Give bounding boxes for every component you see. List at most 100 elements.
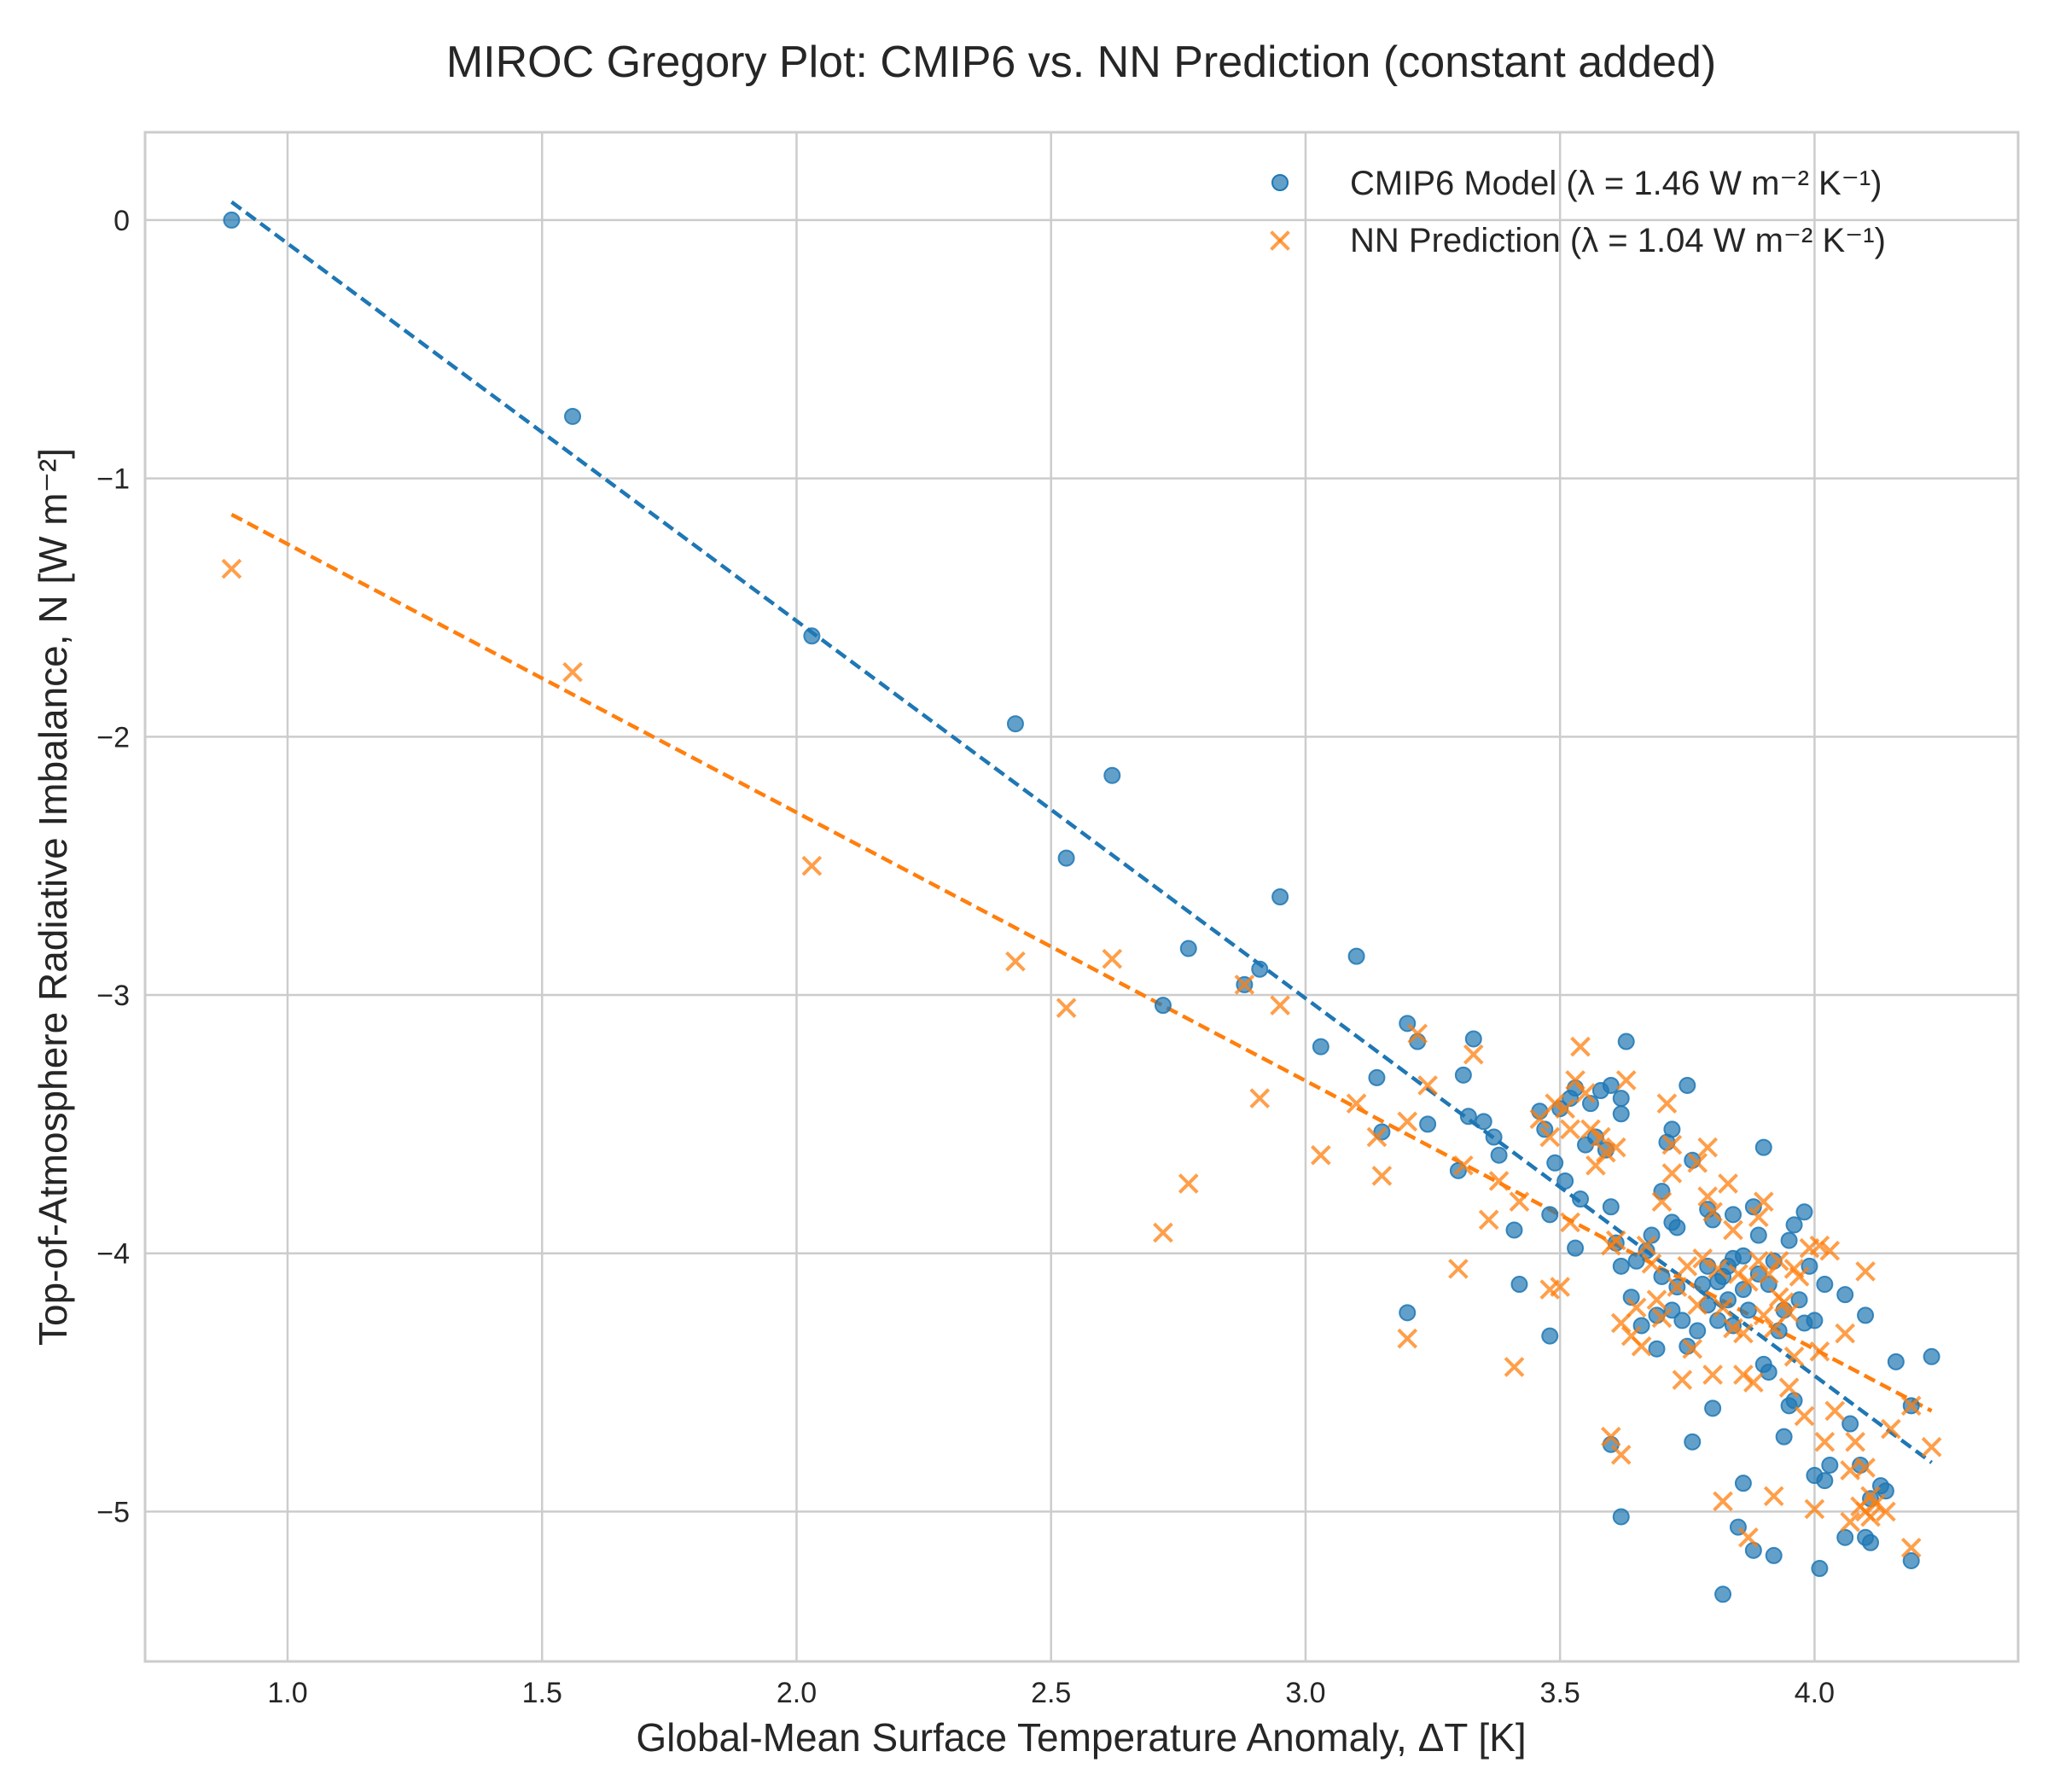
data-point: [1860, 1506, 1881, 1527]
data-point: [1733, 1364, 1754, 1385]
data-point: [1816, 1472, 1834, 1490]
data-point: [1610, 1312, 1632, 1334]
data-point: [1738, 1527, 1759, 1548]
data-point: [1743, 1372, 1764, 1393]
data-point: [1804, 1498, 1825, 1520]
y-tick-label: −2: [96, 721, 130, 753]
data-point: [1677, 1256, 1698, 1277]
data-point: [1539, 1126, 1561, 1148]
data-point: [1612, 1105, 1630, 1123]
data-point: [564, 407, 582, 425]
data-point: [1056, 998, 1077, 1018]
data-point: [223, 211, 241, 229]
x-tick-label: 3.0: [1285, 1677, 1325, 1709]
data-point: [1178, 1173, 1199, 1194]
data-point: [1560, 1212, 1580, 1233]
data-point: [1251, 960, 1269, 978]
data-point: [1865, 1493, 1886, 1515]
x-tick-label: 1.5: [522, 1677, 562, 1709]
data-point: [1464, 1030, 1482, 1048]
data-point: [1900, 1537, 1922, 1558]
data-point: [1504, 1357, 1525, 1377]
data-point: [1572, 1190, 1590, 1208]
data-point: [1006, 715, 1024, 733]
x-tick-label: 2.5: [1031, 1677, 1071, 1709]
data-point: [1753, 1191, 1774, 1213]
data-point: [1765, 1546, 1783, 1564]
data-point: [1785, 1392, 1803, 1410]
data-point: [1713, 1491, 1733, 1512]
data-point: [1567, 1239, 1585, 1257]
data-point: [1463, 1044, 1484, 1065]
data-point: [1656, 1093, 1678, 1114]
data-point: [1005, 951, 1026, 972]
data-point: [1857, 1306, 1875, 1324]
data-point: [1602, 1198, 1620, 1216]
data-point: [1641, 1254, 1662, 1274]
data-point: [1723, 1219, 1743, 1241]
data-point: [1485, 1128, 1503, 1146]
data-point: [1249, 1088, 1271, 1108]
data-point: [1845, 1431, 1865, 1452]
data-point: [1601, 1426, 1621, 1447]
data-point: [1697, 1137, 1718, 1158]
data-point: [1748, 1207, 1769, 1228]
data-point: [1651, 1307, 1673, 1329]
data-point: [803, 627, 821, 645]
data-point: [1923, 1347, 1940, 1365]
data-point: [1368, 1068, 1386, 1086]
data-point: [1718, 1173, 1738, 1194]
data-point: [1605, 1230, 1626, 1251]
data-point: [1806, 1312, 1824, 1329]
data-point: [1739, 1301, 1757, 1319]
data-point: [1811, 1560, 1829, 1578]
data-point: [1708, 1259, 1728, 1279]
data-point: [1653, 1183, 1671, 1201]
data-point: [1794, 1405, 1815, 1427]
data-point: [1668, 1219, 1686, 1236]
data-point: [1602, 1076, 1620, 1094]
data-point: [1738, 1271, 1759, 1292]
data-point: [1663, 1120, 1681, 1138]
data-point: [1778, 1377, 1800, 1398]
y-tick-label: 0: [113, 205, 130, 237]
data-point: [1749, 1226, 1767, 1244]
data-point: [1271, 888, 1289, 905]
data-point: [1814, 1431, 1836, 1452]
legend-marker-nn: [1270, 230, 1290, 251]
data-point: [1646, 1289, 1667, 1311]
data-point: [1900, 1395, 1922, 1417]
data-point: [1699, 1296, 1717, 1314]
data-point: [1692, 1248, 1713, 1269]
data-point: [1754, 1138, 1772, 1156]
data-point: [1760, 1276, 1777, 1294]
data-point: [1417, 1075, 1438, 1096]
data-point: [1728, 1264, 1748, 1284]
data-point: [1824, 1400, 1846, 1422]
data-point: [1713, 1297, 1733, 1318]
data-point: [1478, 1209, 1499, 1231]
data-point: [1783, 1346, 1805, 1367]
data-point: [1545, 1093, 1566, 1114]
data-point: [1661, 1163, 1683, 1184]
data-point: [1575, 1083, 1596, 1103]
data-point: [1539, 1279, 1561, 1300]
data-point: [1488, 1171, 1510, 1191]
data-point: [1407, 1023, 1428, 1044]
data-point: [1836, 1528, 1854, 1546]
data-point: [1840, 1511, 1860, 1533]
data-point: [1453, 1155, 1474, 1176]
data-point: [1586, 1128, 1604, 1146]
data-point: [1855, 1261, 1876, 1282]
data-points: [221, 211, 1942, 1603]
data-point: [1881, 1418, 1901, 1440]
y-tick-label: −3: [96, 980, 130, 1012]
data-point: [1651, 1191, 1673, 1213]
data-point: [1565, 1070, 1585, 1091]
data-point: [1836, 1286, 1854, 1304]
data-point: [1840, 1460, 1860, 1481]
x-tick-label: 4.0: [1795, 1677, 1835, 1709]
data-point: [1626, 1297, 1647, 1318]
data-point: [1855, 1457, 1876, 1478]
data-point: [1773, 1292, 1795, 1313]
